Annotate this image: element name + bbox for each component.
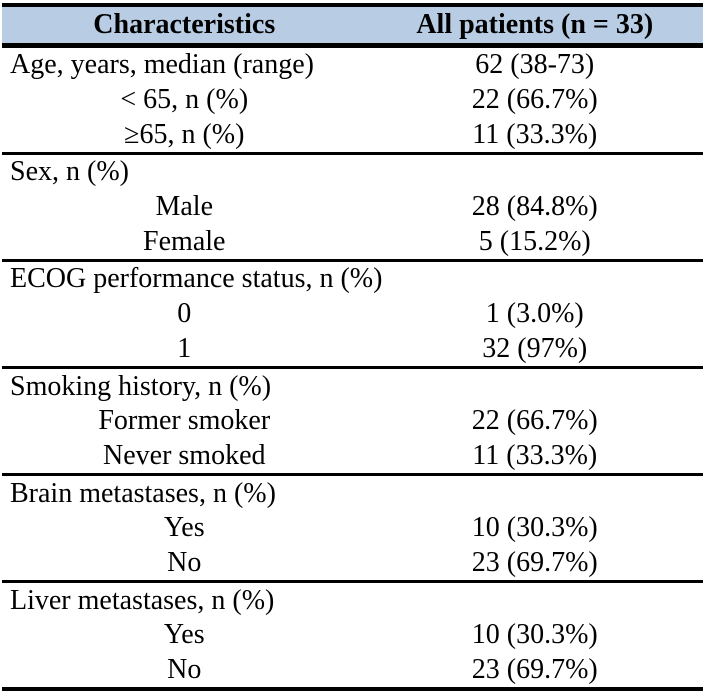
table-row-smoking: Smoking history, n (%) <box>2 366 703 404</box>
table-row-brain-mets-no: No 23 (69.7%) <box>2 546 703 581</box>
row-label: No <box>167 546 202 578</box>
row-label: No <box>167 654 202 686</box>
table-row-ecog: ECOG performance status, n (%) <box>2 259 703 297</box>
table-row-smoking-former: Former smoker 22 (66.7%) <box>2 404 703 439</box>
row-label: 1 <box>177 332 192 364</box>
header-characteristics: Characteristics <box>93 9 276 40</box>
table-row-brain-mets-yes: Yes 10 (30.3%) <box>2 511 703 546</box>
row-label: Smoking history, n (%) <box>10 370 272 402</box>
row-label: 0 <box>177 298 192 330</box>
row-label: Yes <box>163 619 205 651</box>
row-label: Yes <box>163 512 205 544</box>
table-row-age: Age, years, median (range) 62 (38-73) <box>2 48 703 83</box>
table-row-ecog-0: 0 1 (3.0%) <box>2 297 703 332</box>
table-row-age-under65: < 65, n (%) 22 (66.7%) <box>2 83 703 118</box>
patient-characteristics-table: Characteristics All patients (n = 33) Ag… <box>2 3 703 692</box>
header-all-patients: All patients (n = 33) <box>416 9 654 40</box>
table-row-sex-female: Female 5 (15.2%) <box>2 224 703 259</box>
row-label: Liver metastases, n (%) <box>10 584 275 616</box>
table-row-liver-mets-no: No 23 (69.7%) <box>2 653 703 688</box>
table-row-age-over65: ≥65, n (%) 11 (33.3%) <box>2 117 703 152</box>
row-label: Former smoker <box>98 405 271 437</box>
row-label: ≥65, n (%) <box>124 118 245 150</box>
row-value: 23 (69.7%) <box>471 546 598 578</box>
row-label: Male <box>155 191 214 223</box>
row-label: Brain metastases, n (%) <box>10 477 276 509</box>
table-row-sex: Sex, n (%) <box>2 152 703 190</box>
row-label: Sex, n (%) <box>10 156 129 188</box>
table-header-row: Characteristics All patients (n = 33) <box>2 3 703 48</box>
row-value: 22 (66.7%) <box>471 84 598 116</box>
row-value: 23 (69.7%) <box>471 654 598 686</box>
table-row-ecog-1: 1 32 (97%) <box>2 332 703 367</box>
row-value: 22 (66.7%) <box>471 405 598 437</box>
row-label: Never smoked <box>103 439 266 471</box>
table-row-brain-mets: Brain metastases, n (%) <box>2 473 703 511</box>
table-row-liver-mets-yes: Yes 10 (30.3%) <box>2 618 703 653</box>
table-row-liver-mets: Liver metastases, n (%) <box>2 580 703 618</box>
row-label: ECOG performance status, n (%) <box>10 263 383 295</box>
table-row-sex-male: Male 28 (84.8%) <box>2 190 703 225</box>
row-value: 11 (33.3%) <box>472 439 598 471</box>
row-value: 11 (33.3%) <box>472 118 598 150</box>
row-label: Female <box>143 225 226 257</box>
row-value: 28 (84.8%) <box>471 191 598 223</box>
row-label: < 65, n (%) <box>120 84 249 116</box>
row-value: 10 (30.3%) <box>471 619 598 651</box>
row-value: 10 (30.3%) <box>471 512 598 544</box>
row-label: Age, years, median (range) <box>10 49 314 81</box>
table-body: Age, years, median (range) 62 (38-73) < … <box>2 48 703 692</box>
row-value: 32 (97%) <box>482 332 588 364</box>
row-value: 1 (3.0%) <box>485 298 584 330</box>
table-row-smoking-never: Never smoked 11 (33.3%) <box>2 439 703 474</box>
row-value: 62 (38-73) <box>475 49 595 81</box>
row-value: 5 (15.2%) <box>478 225 591 257</box>
